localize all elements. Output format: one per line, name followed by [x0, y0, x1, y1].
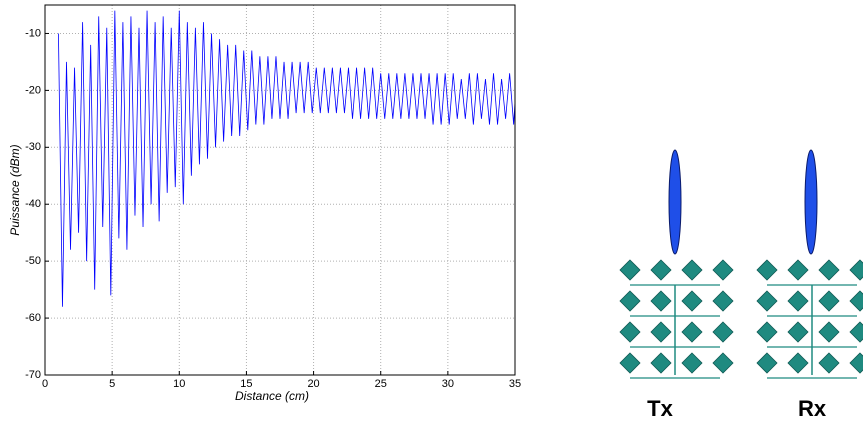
- patch: [712, 352, 734, 374]
- x-tick-label: 35: [509, 378, 521, 390]
- patch: [818, 321, 840, 343]
- patch: [619, 321, 641, 343]
- patch: [756, 321, 778, 343]
- patch: [650, 259, 672, 281]
- x-tick-label: 20: [307, 378, 319, 390]
- patch: [681, 321, 703, 343]
- patch: [756, 352, 778, 374]
- patch: [712, 259, 734, 281]
- y-tick-label: -60: [25, 312, 41, 324]
- x-tick-label: 25: [375, 378, 387, 390]
- x-tick-label: 0: [42, 378, 48, 390]
- patch: [650, 321, 672, 343]
- patch: [712, 321, 734, 343]
- x-axis-label: Distance (cm): [235, 389, 309, 403]
- patch: [712, 290, 734, 312]
- tx-label: Tx: [647, 396, 673, 421]
- x-tick-label: 15: [240, 378, 252, 390]
- probe: [668, 149, 682, 255]
- y-tick-label: -70: [25, 369, 41, 381]
- antenna-diagram: [619, 149, 863, 379]
- x-tick-label: 10: [173, 378, 185, 390]
- patch: [849, 290, 863, 312]
- patch: [849, 321, 863, 343]
- patch: [619, 290, 641, 312]
- patch: [787, 352, 809, 374]
- y-tick-label: -40: [25, 198, 41, 210]
- y-axis-label: Puissance (dBm): [8, 144, 22, 235]
- x-tick-label: 30: [442, 378, 454, 390]
- patch: [849, 352, 863, 374]
- y-tick-label: -30: [25, 141, 41, 153]
- patch: [818, 259, 840, 281]
- y-tick-label: -20: [25, 84, 41, 96]
- y-tick-label: -50: [25, 255, 41, 267]
- patch: [681, 290, 703, 312]
- patch: [787, 259, 809, 281]
- patch: [756, 259, 778, 281]
- patch: [787, 321, 809, 343]
- patch: [787, 290, 809, 312]
- patch: [619, 259, 641, 281]
- plot-frame: [44, 4, 516, 376]
- patch: [619, 352, 641, 374]
- patch: [756, 290, 778, 312]
- patch: [650, 290, 672, 312]
- y-tick-label: -10: [25, 27, 41, 39]
- x-tick-label: 5: [109, 378, 115, 390]
- patch: [818, 290, 840, 312]
- patch: [681, 259, 703, 281]
- patch: [650, 352, 672, 374]
- patch: [818, 352, 840, 374]
- data-line: [58, 10, 516, 307]
- rx-label: Rx: [798, 396, 827, 421]
- patch: [681, 352, 703, 374]
- probe: [804, 149, 818, 255]
- patch: [849, 259, 863, 281]
